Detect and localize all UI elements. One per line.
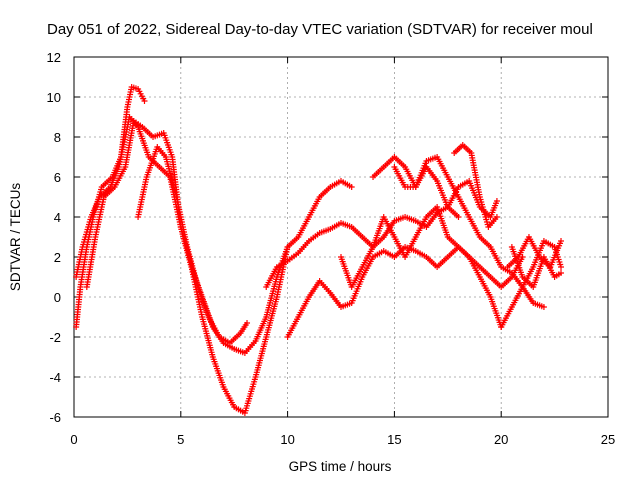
series-track-7: [338, 204, 526, 290]
y-tick-label: 10: [47, 90, 61, 105]
x-axis-tick-labels: 0 5 10 15 20 25: [70, 432, 615, 447]
series-line: [137, 146, 248, 344]
y-tick-label: -6: [49, 410, 61, 425]
x-axis-label: GPS time / hours: [289, 459, 392, 474]
data-point: [244, 320, 251, 326]
data-series: [73, 84, 565, 416]
x-tick-label: 25: [601, 432, 615, 447]
series-track-3: [83, 118, 355, 416]
x-tick-label: 5: [177, 432, 184, 447]
series-track-6: [263, 204, 462, 290]
series-track-8: [370, 154, 547, 310]
x-tick-label: 15: [387, 432, 401, 447]
series-track-9: [391, 164, 500, 220]
data-point: [558, 270, 565, 276]
series-track-4: [135, 144, 251, 346]
series-track-2: [73, 114, 291, 356]
data-point: [141, 98, 148, 104]
chart-title: Day 051 of 2022, Sidereal Day-to-day VTE…: [47, 21, 593, 38]
data-point: [493, 214, 500, 220]
data-point: [558, 238, 565, 244]
data-point: [493, 198, 500, 204]
data-point: [348, 184, 355, 190]
plot-frame: [73, 56, 609, 418]
y-tick-label: 0: [54, 290, 61, 305]
data-point: [558, 264, 565, 270]
data-point: [540, 304, 547, 310]
x-tick-label: 0: [70, 432, 77, 447]
series-track-13: [508, 244, 565, 290]
y-tick-label: -2: [49, 330, 61, 345]
y-tick-label: -4: [49, 370, 61, 385]
y-axis-tick-labels: -6 -4 -2 0 2 4 6 8 10 12: [47, 50, 61, 425]
axis-ticks: [73, 56, 609, 418]
x-tick-label: 20: [494, 432, 508, 447]
y-tick-label: 6: [54, 170, 61, 185]
data-point: [455, 214, 462, 220]
series-track-10: [451, 142, 500, 230]
y-tick-label: 12: [47, 50, 61, 65]
y-tick-label: 2: [54, 250, 61, 265]
y-tick-label: 4: [54, 210, 61, 225]
y-tick-label: 8: [54, 130, 61, 145]
x-tick-label: 10: [280, 432, 294, 447]
y-axis-label: SDTVAR / TECUs: [8, 183, 23, 292]
